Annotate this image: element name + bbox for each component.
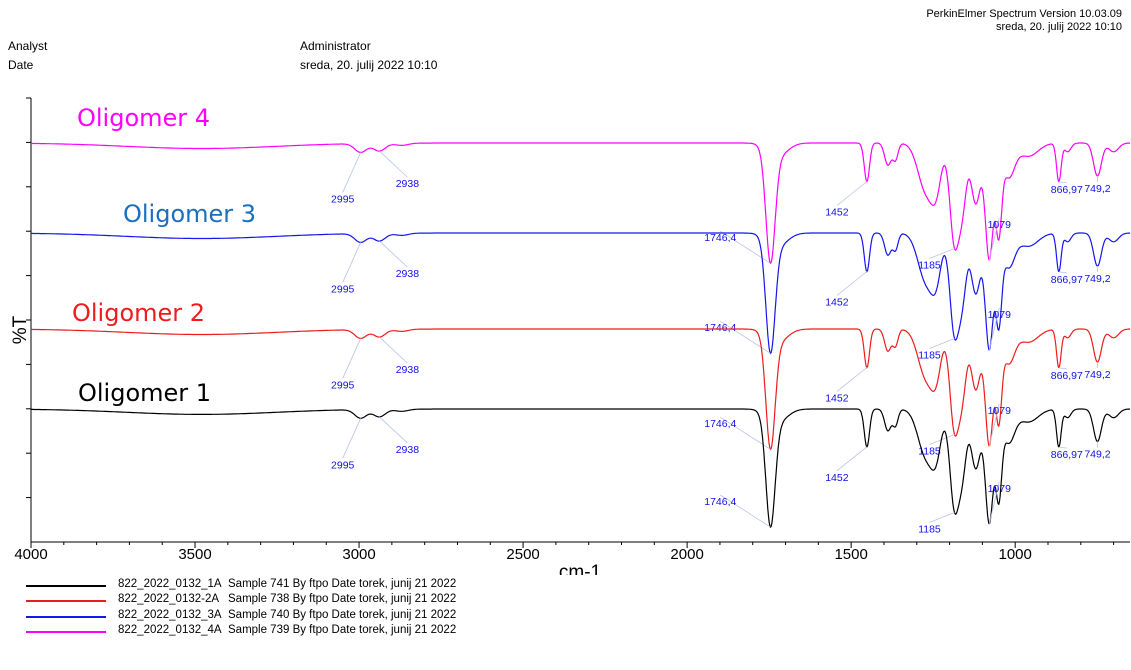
peak-label: 2995 (331, 193, 355, 205)
peak-leader (379, 150, 408, 178)
peak-leader (342, 338, 362, 379)
legend-sample-id: 822_2022_0132_3A (118, 608, 222, 621)
peak-leader (720, 416, 771, 450)
series-line (31, 328, 1131, 451)
peak-label: 2938 (396, 268, 420, 280)
x-tick-label: 3000 (342, 546, 375, 563)
x-tick-label: 3500 (178, 546, 211, 563)
peak-leader (836, 446, 868, 472)
x-tick-label: 4000 (14, 546, 47, 563)
peak-label: 1185 (918, 259, 941, 271)
legend-sample-id: 822_2022_0132-2A (118, 593, 220, 606)
peak-label: 866,97 (1051, 274, 1083, 286)
y-axis-label: %T (10, 315, 31, 344)
peak-label: 749,2 (1084, 448, 1110, 460)
x-tick-label: 2000 (670, 546, 703, 563)
x-tick-label: 1500 (834, 546, 867, 563)
legend-sample-id: 822_2022_0132_4A (118, 623, 222, 636)
peak-label: 1452 (825, 297, 849, 309)
peak-leader (988, 307, 1000, 351)
peak-leader (836, 181, 868, 206)
peak-leader (988, 403, 1000, 447)
peak-label: 1452 (825, 472, 849, 484)
peak-leader (379, 240, 408, 268)
peak-leader (1058, 446, 1067, 449)
series-name-label: Oligomer 2 (72, 299, 205, 327)
peak-leader (1058, 271, 1067, 274)
peak-label: 749,2 (1084, 273, 1110, 285)
peak-label: 2938 (396, 364, 420, 376)
peak-label: 2938 (396, 444, 420, 456)
peak-label: 1746,4 (704, 418, 736, 430)
peak-leader (836, 271, 868, 296)
peak-label: 1452 (825, 207, 849, 219)
peak-leader (379, 416, 408, 444)
series-name-label: Oligomer 4 (77, 104, 210, 132)
peak-leader (988, 481, 1000, 524)
peak-label: 866,97 (1051, 184, 1083, 196)
peak-leader (988, 217, 1000, 261)
legend-sample-id: 822_2022_0132_1A (118, 578, 222, 590)
analyst-label: Analyst (8, 39, 48, 53)
peak-label: 1079 (988, 309, 1012, 321)
peak-label: 749,2 (1084, 369, 1110, 381)
peak-label: 1079 (988, 483, 1012, 495)
peak-label: 1185 (918, 524, 941, 536)
legend-swatch (26, 630, 106, 633)
peak-leader (929, 512, 955, 523)
peak-label: 866,97 (1051, 449, 1083, 461)
x-tick-label: 1000 (998, 546, 1031, 563)
peak-leader (836, 367, 868, 392)
series-name-label: Oligomer 1 (78, 379, 211, 407)
peak-label: 749,2 (1084, 183, 1110, 195)
peak-leader (1058, 367, 1067, 370)
series-line (31, 142, 1131, 265)
x-axis-label: cm-1 (559, 562, 601, 575)
peak-leader (929, 338, 955, 349)
date-label: Date (8, 58, 34, 72)
legend-swatch (26, 585, 106, 587)
peak-label: 1452 (825, 393, 849, 405)
software-version: PerkinElmer Spectrum Version 10.03.09 (926, 8, 1122, 20)
x-tick-label: 2500 (506, 546, 539, 563)
peak-leader (342, 418, 362, 459)
legend-description: Sample 739 By ftpo Date torek, junij 21 … (228, 623, 457, 636)
peak-label: 1079 (988, 405, 1012, 417)
peak-label: 2995 (331, 459, 355, 471)
peak-leader (342, 242, 362, 283)
legend-description: Sample 740 By ftpo Date torek, junij 21 … (228, 608, 457, 621)
peak-label: 1079 (988, 219, 1012, 231)
peak-label: 2995 (331, 379, 355, 391)
peak-label: 2938 (396, 178, 420, 190)
peak-leader (720, 320, 771, 354)
analyst-value: Administrator (300, 39, 371, 53)
spectrum-chart: 4000 3500 3000 2500 2000 1500 1000 cm-1 %T Oligom… (10, 97, 1131, 575)
peak-leader (720, 494, 771, 528)
peak-label: 1746,4 (704, 322, 736, 334)
legend-swatch (26, 615, 106, 618)
legend-description: Sample 741 By ftpo Date torek, junij 21 … (228, 578, 457, 590)
peak-leader (342, 152, 362, 193)
series-line (31, 408, 1131, 529)
software-date: sreda, 20. julij 2022 10:10 (996, 21, 1122, 33)
peak-label: 1185 (918, 445, 941, 457)
peak-label: 2995 (331, 283, 355, 295)
series-name-label: Oligomer 3 (123, 200, 256, 228)
peak-label: 1185 (918, 349, 941, 361)
series-line (31, 232, 1131, 355)
date-value: sreda, 20. julij 2022 10:10 (300, 58, 438, 72)
legend-description: Sample 738 By ftpo Date torek, junij 21 … (228, 593, 457, 606)
legend-swatch (26, 600, 106, 603)
peak-label: 866,97 (1051, 370, 1083, 382)
peak-leader (1058, 181, 1067, 184)
software-info: PerkinElmer Spectrum Version 10.03.09 sr… (926, 8, 1122, 34)
peak-leader (929, 248, 955, 259)
peak-leader (379, 336, 408, 364)
peak-label: 1746,4 (704, 232, 736, 244)
peak-label: 1746,4 (704, 496, 736, 508)
